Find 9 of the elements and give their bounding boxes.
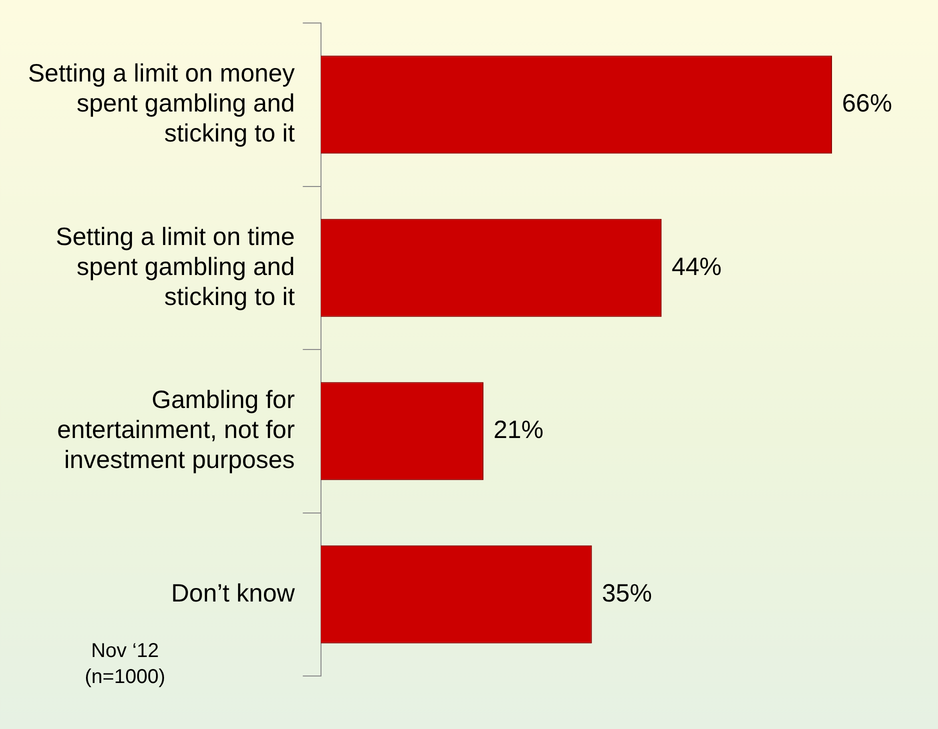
data-label: 21% [493, 416, 544, 444]
data-label: 44% [672, 252, 722, 281]
y-tick-label: Setting a limit on time spent gambling and sticking to it [56, 222, 295, 311]
y-tick-label: Gambling for entertainment, not for investment purposes [57, 386, 295, 474]
y-tick-label: Setting a limit on money spent gambling and sticking to it [28, 60, 296, 148]
text: Nov ‘12 (n=1000) [84, 639, 166, 690]
y-tick-label: Don’t know [171, 579, 296, 608]
data-label: 66% [842, 90, 892, 118]
data-label: 35% [602, 579, 652, 608]
